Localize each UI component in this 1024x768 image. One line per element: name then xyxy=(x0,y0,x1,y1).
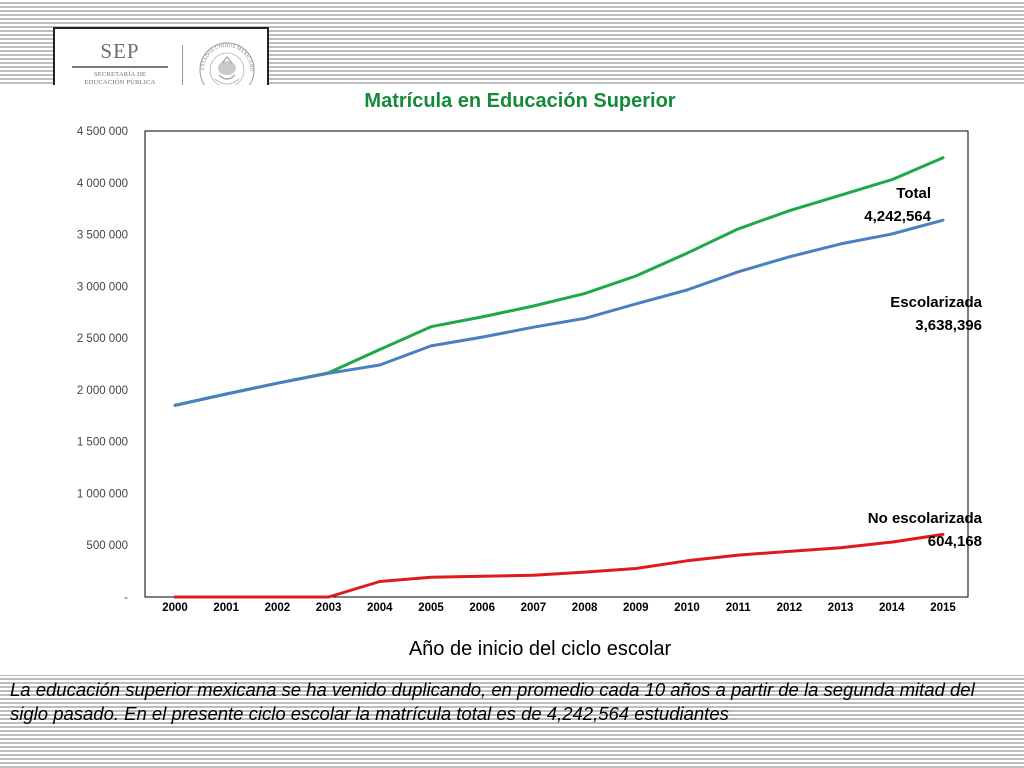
series-label-escolarizada: Escolarizada xyxy=(890,294,982,311)
series-label-total: Total xyxy=(896,185,931,202)
x-tick-label: 2012 xyxy=(777,602,803,614)
sep-mark: SEP xyxy=(100,39,140,63)
y-tick-label: 1 500 000 xyxy=(77,437,128,449)
x-tick-label: 2002 xyxy=(265,602,291,614)
plot-area xyxy=(144,130,969,598)
chart-area: Matrícula en Educación Superior - 500 000… xyxy=(0,85,1024,675)
x-tick-label: 2003 xyxy=(316,602,342,614)
series-value-escolarizada: 3,638,396 xyxy=(915,317,982,334)
x-tick-label: 2001 xyxy=(213,602,239,614)
y-tick-label: 500 000 xyxy=(86,540,128,552)
x-tick-label: 2004 xyxy=(367,602,393,614)
chart-title: Matrícula en Educación Superior xyxy=(364,90,675,112)
series-value-no-escolarizada: 604,168 xyxy=(928,533,982,550)
caption-text: La educación superior mexicana se ha ven… xyxy=(10,679,975,724)
x-tick-label: 2015 xyxy=(930,602,956,614)
y-tick-label: 2 500 000 xyxy=(77,333,128,345)
y-tick-label: - xyxy=(124,592,128,604)
x-tick-label: 2014 xyxy=(879,602,905,614)
y-axis: - 500 000 1 000 000 1 500 000 2 000 000 2 500… xyxy=(77,126,128,604)
series-labels: Total 4,242,564 Escolarizada 3,638,396 No es… xyxy=(864,185,982,550)
logo-divider xyxy=(182,45,183,97)
series-value-total: 4,242,564 xyxy=(864,208,931,225)
y-tick-label: 4 500 000 xyxy=(77,126,128,138)
y-tick-label: 3 000 000 xyxy=(77,281,128,293)
logo-rule xyxy=(72,66,168,68)
x-tick-label: 2005 xyxy=(418,602,444,614)
y-tick-label: 4 000 000 xyxy=(77,178,128,190)
series-group xyxy=(173,156,945,599)
y-tick-label: 3 500 000 xyxy=(77,230,128,242)
sep-wordmark: SEP SECRETARÍA DE EDUCACIÓN PÚBLICA xyxy=(65,39,175,87)
x-tick-label: 2010 xyxy=(674,602,700,614)
series-line-no-escolarizada xyxy=(173,532,945,599)
series-line-escolarizada xyxy=(173,218,945,407)
y-tick-label: 2 000 000 xyxy=(77,385,128,397)
enrollment-chart: Matrícula en Educación Superior - 500 000… xyxy=(77,90,983,660)
x-tick-label: 2011 xyxy=(726,602,752,614)
x-axis-label: Año de inicio del ciclo escolar xyxy=(409,638,672,660)
x-tick-label: 2007 xyxy=(521,602,547,614)
logo-subtitle-line2: EDUCACIÓN PÚBLICA xyxy=(84,79,156,86)
y-tick-label: 1 000 000 xyxy=(77,488,128,500)
x-tick-label: 2008 xyxy=(572,602,598,614)
x-axis: 2000 2001 2002 2003 2004 2005 2006 2007 2008 2009… xyxy=(162,602,956,614)
x-tick-label: 2006 xyxy=(469,602,495,614)
logo-subtitle-line1: SECRETARÍA DE xyxy=(93,71,147,78)
x-tick-label: 2013 xyxy=(828,602,854,614)
x-tick-label: 2000 xyxy=(162,602,188,614)
x-tick-label: 2009 xyxy=(623,602,649,614)
series-label-no-escolarizada: No escolarizada xyxy=(868,510,983,527)
